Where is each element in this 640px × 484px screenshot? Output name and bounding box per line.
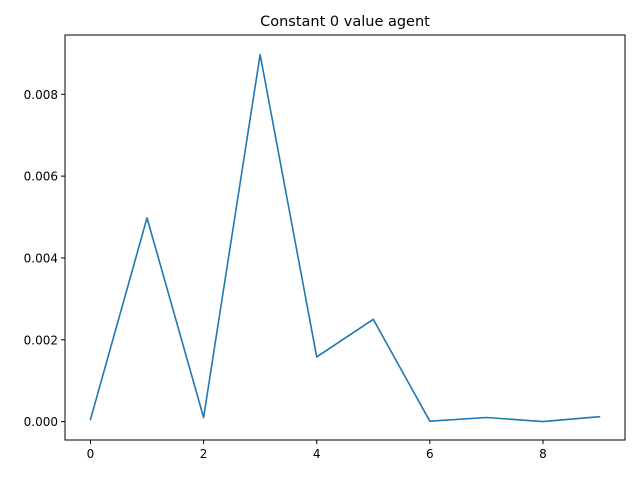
x-tick-label: 4 [313,447,321,461]
data-point [485,416,487,418]
y-tick-label: 0.006 [24,170,58,184]
data-point [542,420,544,422]
data-point [146,217,148,219]
y-tick-label: 0.002 [24,333,58,347]
data-point [202,416,204,418]
x-tick-label: 8 [539,447,547,461]
x-axis: 0 2 4 6 8 [87,440,547,461]
x-tick-label: 2 [200,447,208,461]
chart-title: Constant 0 value agent [260,14,430,30]
data-point [259,53,261,55]
x-tick-label: 6 [426,447,434,461]
series-line [89,53,601,423]
y-axis: 0.000 0.002 0.004 0.006 0.008 [24,88,65,429]
data-point [316,356,318,358]
x-tick-label: 0 [87,447,95,461]
y-tick-label: 0.004 [24,251,58,265]
plot-area [89,53,601,423]
y-tick-label: 0.008 [24,88,58,102]
data-point [89,418,91,420]
data-point [372,318,374,320]
axes-frame [64,34,626,441]
data-point [598,415,600,417]
y-tick-label: 0.000 [24,415,58,429]
data-point [429,420,431,422]
